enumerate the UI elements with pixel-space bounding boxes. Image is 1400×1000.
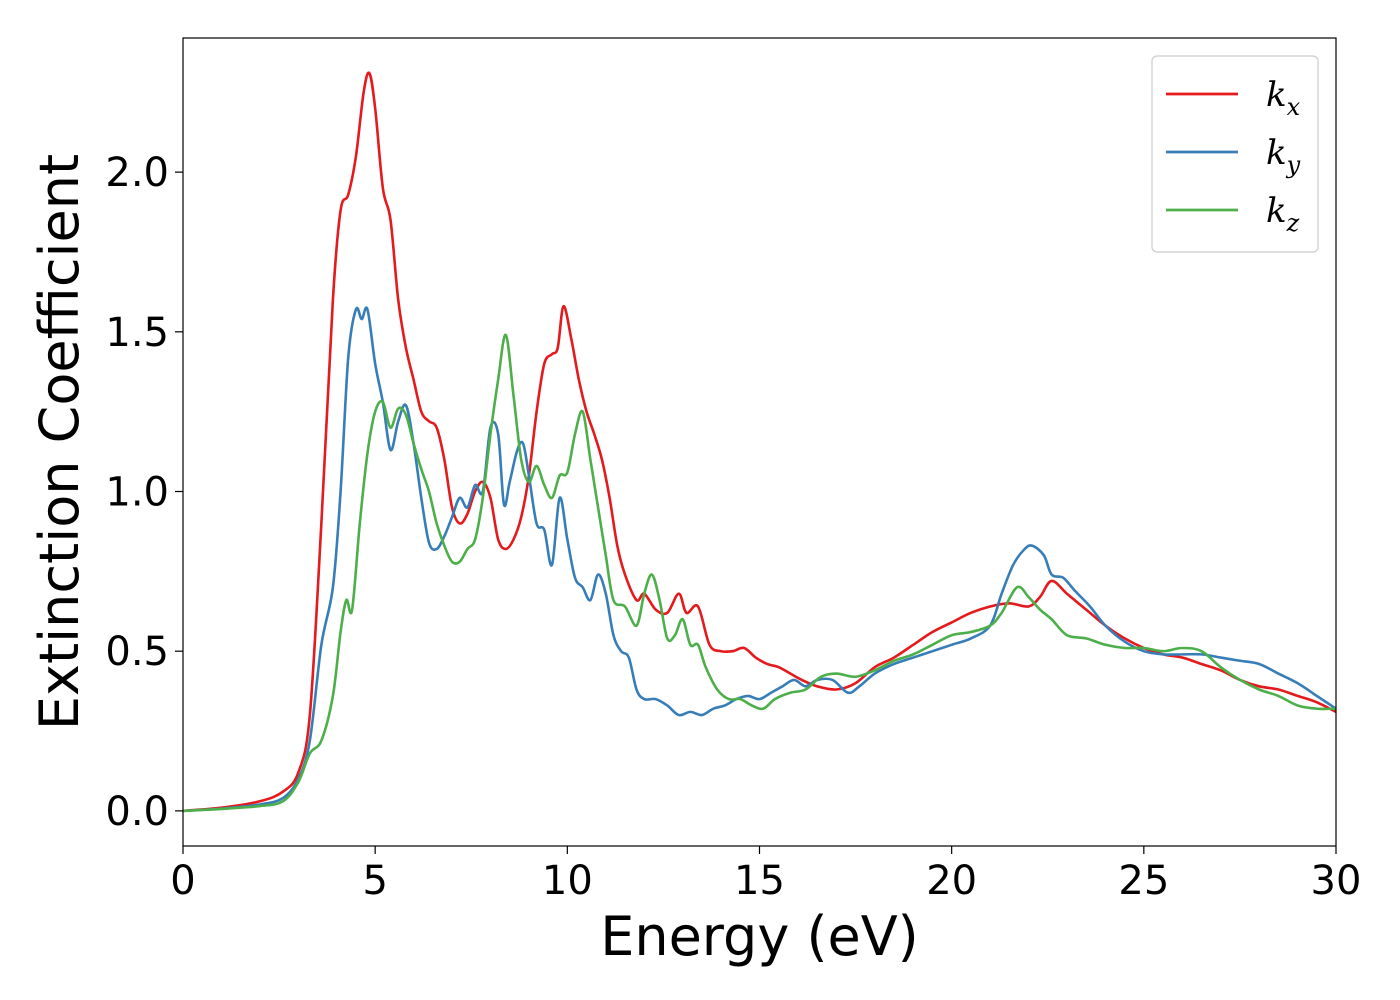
y-tick-label: 0.5 xyxy=(105,629,169,675)
x-tick-label: 25 xyxy=(1118,858,1169,904)
y-axis-ticks: 0.0 0.5 1.0 1.5 2.0 xyxy=(105,150,183,835)
series-line-k-z xyxy=(183,333,1336,813)
legend-box xyxy=(1151,55,1319,253)
legend: kx ky kz xyxy=(1151,55,1319,253)
y-tick-label: 1.5 xyxy=(105,310,169,356)
x-tick-label: 15 xyxy=(734,858,785,904)
series-layer xyxy=(183,71,1336,813)
legend-label-y: ky xyxy=(1266,133,1301,179)
legend-label-x: kx xyxy=(1266,75,1301,121)
x-tick-label: 10 xyxy=(542,858,593,904)
series-line-k-y xyxy=(183,306,1336,813)
y-axis-label: Extinction Coefficient xyxy=(28,154,91,730)
x-axis-label: Energy (eV) xyxy=(600,905,919,968)
x-tick-label: 20 xyxy=(926,858,977,904)
y-tick-label: 2.0 xyxy=(105,150,169,196)
x-axis-ticks: 0 5 10 15 20 25 30 xyxy=(170,846,1361,904)
legend-label-z: kz xyxy=(1266,191,1300,237)
x-tick-label: 0 xyxy=(170,858,195,904)
series-line-k-x xyxy=(183,71,1336,813)
y-tick-label: 1.0 xyxy=(105,470,169,516)
y-tick-label: 0.0 xyxy=(105,789,169,835)
x-tick-label: 30 xyxy=(1311,858,1362,904)
x-tick-label: 5 xyxy=(362,858,387,904)
